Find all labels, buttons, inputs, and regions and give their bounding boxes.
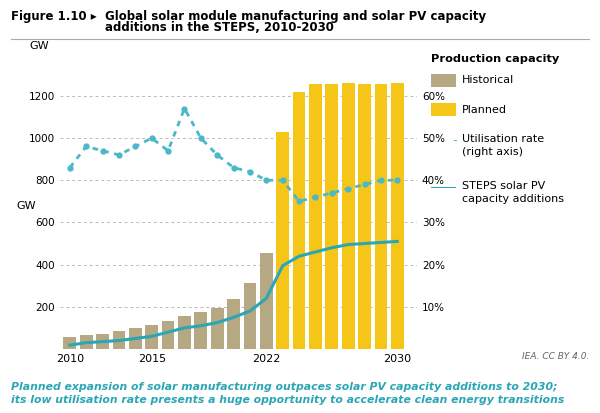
Text: capacity additions: capacity additions bbox=[462, 194, 564, 204]
Bar bbox=[358, 84, 371, 349]
Bar bbox=[96, 334, 109, 349]
Bar bbox=[260, 253, 273, 349]
Text: IEA. CC BY 4.0.: IEA. CC BY 4.0. bbox=[522, 352, 589, 361]
Bar bbox=[309, 84, 322, 349]
Bar bbox=[227, 299, 240, 349]
Bar bbox=[64, 337, 76, 349]
Bar bbox=[178, 316, 191, 349]
Bar bbox=[293, 92, 305, 349]
Text: Utilisation rate: Utilisation rate bbox=[462, 134, 544, 144]
Bar bbox=[161, 320, 175, 349]
Text: Global solar module manufacturing and solar PV capacity: Global solar module manufacturing and so… bbox=[105, 10, 486, 23]
Bar bbox=[374, 84, 388, 349]
Bar bbox=[211, 308, 224, 349]
Bar bbox=[325, 84, 338, 349]
Bar bbox=[194, 312, 207, 349]
Text: Historical: Historical bbox=[462, 75, 514, 85]
Bar bbox=[80, 335, 92, 349]
Y-axis label: GW: GW bbox=[16, 201, 36, 211]
Text: GW: GW bbox=[29, 41, 49, 51]
Bar bbox=[113, 332, 125, 349]
Bar bbox=[277, 132, 289, 349]
Bar bbox=[244, 282, 256, 349]
Text: Figure 1.10 ▸: Figure 1.10 ▸ bbox=[11, 10, 97, 23]
Text: Production capacity: Production capacity bbox=[431, 54, 559, 64]
Text: additions in the STEPS, 2010-2030: additions in the STEPS, 2010-2030 bbox=[105, 21, 334, 34]
Text: Planned: Planned bbox=[462, 105, 507, 115]
Bar bbox=[145, 325, 158, 349]
Text: (right axis): (right axis) bbox=[462, 147, 523, 157]
Bar bbox=[342, 83, 355, 349]
Text: Planned expansion of solar manufacturing outpaces solar PV capacity additions to: Planned expansion of solar manufacturing… bbox=[11, 382, 564, 405]
Bar bbox=[129, 328, 142, 349]
Bar bbox=[391, 83, 404, 349]
Text: STEPS solar PV: STEPS solar PV bbox=[462, 181, 545, 191]
